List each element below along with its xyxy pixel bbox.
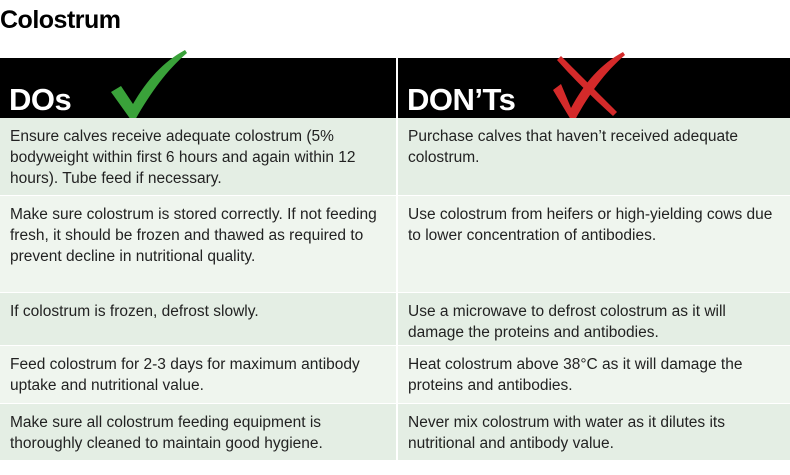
column-header: DOs bbox=[0, 58, 396, 118]
check-icon bbox=[111, 50, 187, 120]
table-cell: Purchase calves that haven’t received ad… bbox=[398, 118, 790, 195]
table-cell: Make sure all colostrum feeding equipmen… bbox=[0, 404, 396, 460]
cross-icon bbox=[553, 52, 625, 120]
table-cell: Use colostrum from heifers or high-yield… bbox=[398, 196, 790, 292]
table-cell: If colostrum is frozen, defrost slowly. bbox=[0, 293, 396, 345]
table-cell: Never mix colostrum with water as it dil… bbox=[398, 404, 790, 460]
table-cell: Make sure colostrum is stored correctly.… bbox=[0, 196, 396, 292]
table-cell: Heat colostrum above 38°C as it will dam… bbox=[398, 346, 790, 403]
table-cell: Feed colostrum for 2-3 days for maximum … bbox=[0, 346, 396, 403]
table-cell: Ensure calves receive adequate colostrum… bbox=[0, 118, 396, 195]
table-cell: Use a microwave to defrost colostrum as … bbox=[398, 293, 790, 345]
column-header: DON’Ts bbox=[398, 58, 790, 118]
page-title: Colostrum bbox=[0, 6, 121, 34]
